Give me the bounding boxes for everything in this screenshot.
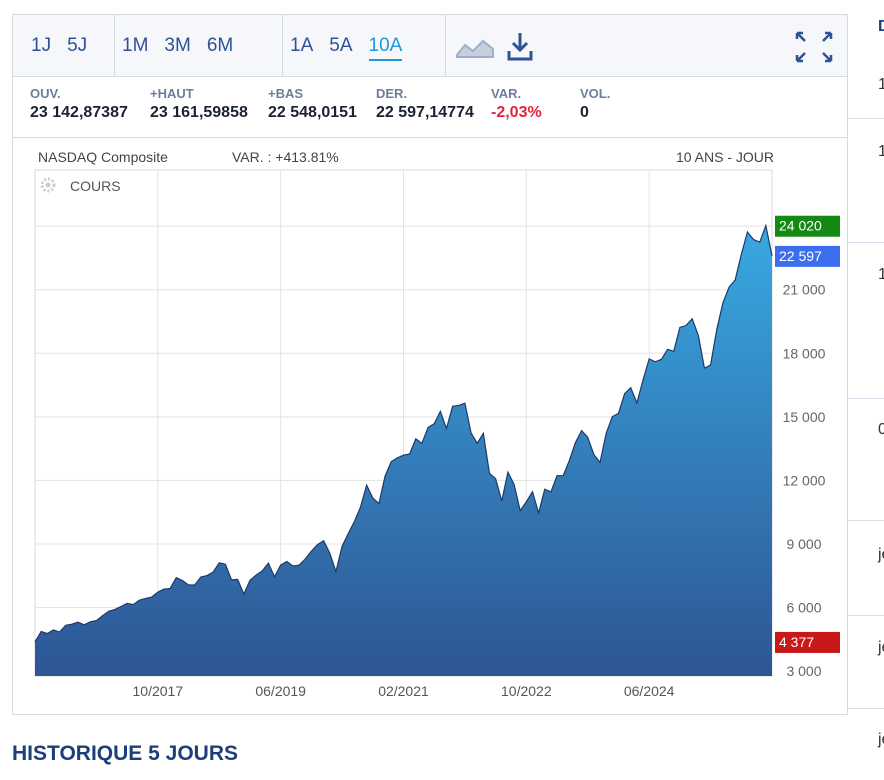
period-button[interactable]: 1A [290, 34, 314, 56]
price-tag-label: 24 020 [779, 218, 822, 234]
y-tick-label: 9 000 [786, 536, 821, 552]
fullscreen-icon[interactable] [791, 27, 837, 67]
line [34, 223, 773, 643]
period-group: 1A 5A 10A [280, 15, 446, 76]
side-text: 1 [878, 76, 884, 93]
y-tick-label: 6 000 [786, 600, 821, 616]
price-tag [775, 215, 840, 237]
quote-field: OUV. 23 142,87387 [30, 86, 128, 122]
period-button[interactable]: 3M [164, 34, 191, 56]
quote-field: DER. 22 597,14774 [376, 86, 474, 122]
chart-type-icons[interactable] [453, 27, 533, 67]
gear [40, 177, 56, 193]
quote-label: OUV. [30, 86, 61, 101]
toolbar: 1J 5J 1M 3M 6M 1A 5A 10A [13, 15, 847, 77]
section-title: HISTORIQUE 5 JOURS [12, 742, 238, 765]
quote-field: VAR. -2,03% [491, 86, 542, 122]
y-tick-label: 21 000 [783, 282, 826, 298]
x-tick-label: 02/2021 [378, 683, 429, 699]
period-group: 1M 3M 6M [112, 15, 283, 76]
y-tick-label: 3 000 [786, 663, 821, 679]
quote-value: 22 548,0151 [268, 104, 357, 121]
quote-value: 22 597,14774 [376, 104, 474, 121]
y-tick-label: 15 000 [783, 409, 826, 425]
legend-label: COURS [70, 178, 121, 194]
quote-value: 23 161,59858 [150, 104, 248, 121]
quote-value: -2,03% [491, 104, 542, 121]
side-text: je [878, 639, 884, 656]
price-tag-label: 22 597 [779, 248, 822, 264]
quote-label: +BAS [268, 86, 304, 101]
side-text: je [878, 731, 884, 748]
quote-value: 0 [580, 104, 589, 121]
period-button[interactable]: 1J [31, 34, 52, 56]
quote-value: 23 142,87387 [30, 104, 128, 121]
price-tag [775, 631, 840, 653]
y-tick-label: 12 000 [783, 472, 826, 488]
price-tag [775, 245, 840, 267]
chart-title: NASDAQ Composite [38, 149, 168, 165]
area-icon[interactable] [456, 39, 494, 58]
quote-label: +HAUT [150, 86, 194, 101]
chart-subtitle: VAR. : +413.81% [232, 149, 339, 165]
side-text: D [878, 18, 884, 35]
quote-label: DER. [376, 86, 408, 101]
period-button[interactable]: 5J [67, 34, 88, 56]
period-button[interactable]: 6M [206, 34, 234, 56]
x-tick-label: 10/2022 [501, 683, 552, 699]
quote-field: +HAUT 23 161,59858 [150, 86, 248, 122]
period-button[interactable]: 1M [122, 34, 149, 56]
period-button[interactable]: 10A [368, 34, 403, 61]
side-text: 0 [878, 421, 884, 438]
x-tick-label: 06/2019 [255, 683, 306, 699]
gear-hub [45, 182, 51, 188]
quote-field: VOL. 0 [580, 86, 610, 122]
x-tick-label: 06/2024 [624, 683, 675, 699]
side-text: 1 [878, 143, 884, 160]
x-tick-label: 10/2017 [133, 683, 184, 699]
period-label: 10 ANS - JOUR [676, 149, 774, 165]
chart-widget: 1J 5J 1M 3M 6M 1A 5A 10A OUV. 23 142,87387 +HAUT 2… [12, 14, 848, 715]
quote-field: +BAS 22 548,0151 [268, 86, 357, 122]
price-tag-label: 4 377 [779, 634, 814, 650]
period-group: 1J 5J [21, 15, 115, 76]
y-tick-label: 18 000 [783, 345, 826, 361]
period-button[interactable]: 5A [329, 34, 353, 56]
quote-label: VAR. [491, 86, 522, 101]
quote-bar: OUV. 23 142,87387 +HAUT 23 161,59858 +BAS 22 … [13, 77, 847, 138]
quote-label: VOL. [580, 86, 611, 101]
side-text: je [878, 546, 884, 563]
download-icon[interactable] [507, 33, 533, 61]
side-text: 1 [878, 266, 884, 283]
legend-icon [40, 177, 56, 193]
